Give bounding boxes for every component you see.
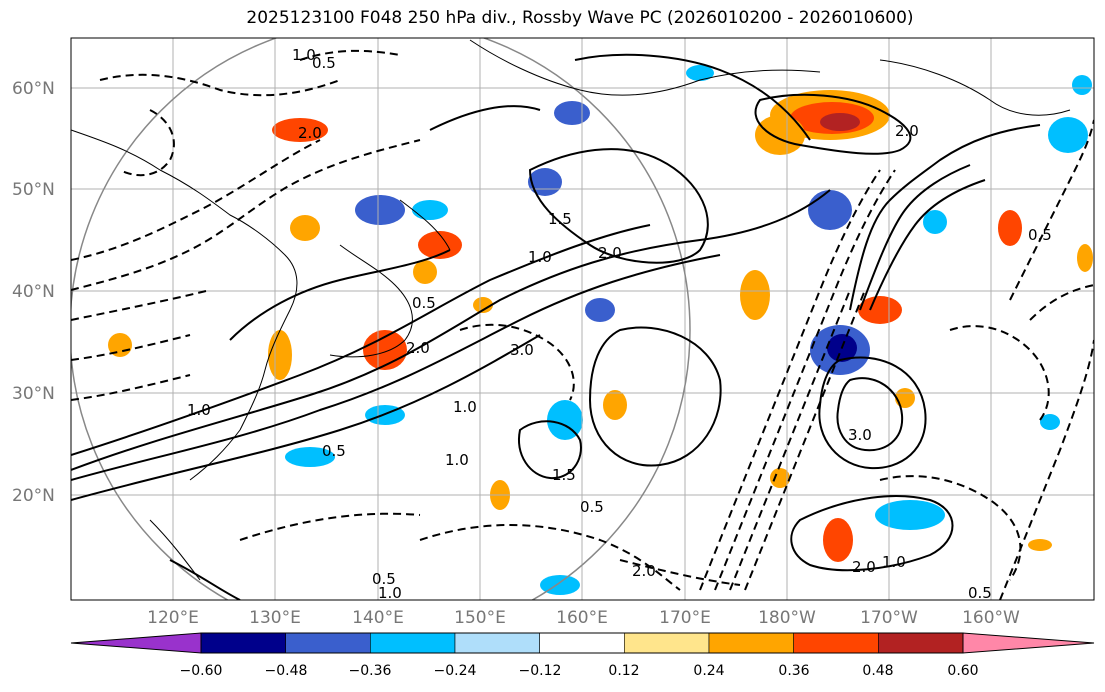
- solid-contours: [71, 53, 1041, 600]
- colorbar-segment: [370, 632, 456, 654]
- contour-label: 1.0: [292, 46, 316, 64]
- coastlines: [71, 39, 1071, 581]
- colorbar-segment: [793, 632, 879, 654]
- colorbar: −0.60 −0.48 −0.36 −0.24 −0.12 0.12 0.24 …: [70, 632, 1095, 679]
- longitude-labels: 120°E 130°E 140°E 150°E 160°E 170°E 180°…: [147, 608, 1020, 628]
- colorbar-segment: [200, 632, 286, 654]
- contour-label: 2.0: [852, 558, 876, 576]
- contour-label: 0.5: [322, 442, 346, 460]
- contour-label: 1.0: [528, 248, 552, 266]
- colorbar-tick: 0.24: [693, 663, 724, 679]
- contour-label: 3.0: [848, 426, 872, 444]
- contour-label: 2.0: [298, 124, 322, 142]
- region-circle: [71, 38, 691, 600]
- contour-label: 0.5: [412, 294, 436, 312]
- colorbar-tick: 0.12: [608, 663, 639, 679]
- latitude-labels: 60°N 50°N 40°N 30°N 20°N: [12, 79, 55, 506]
- lat-label: 30°N: [12, 384, 55, 404]
- contour-label: 0.5: [580, 498, 604, 516]
- contour-label: 0.5: [968, 584, 992, 602]
- lat-label: 60°N: [12, 79, 55, 99]
- contour-label: 1.0: [187, 401, 211, 419]
- colorbar-tick: −0.60: [180, 663, 223, 679]
- colorbar-tick: −0.48: [265, 663, 308, 679]
- colorbar-segment: [878, 632, 964, 654]
- colorbar-segment: [285, 632, 371, 654]
- contour-labels: 1.0 0.5 2.0 1.5 3.0 0.5 1.0 2.0 1.0 0.5 …: [187, 46, 1052, 602]
- lat-label: 20°N: [12, 486, 55, 506]
- colorbar-segment: [539, 632, 625, 654]
- map-frame: [70, 37, 1095, 601]
- map-gridlines: [71, 38, 1094, 600]
- map-title: 2025123100 F048 250 hPa div., Rossby Wav…: [246, 8, 914, 28]
- colorbar-frame: [200, 632, 964, 654]
- lon-label: 140°E: [352, 608, 404, 628]
- colorbar-ticks: −0.60 −0.48 −0.36 −0.24 −0.12 0.12 0.24 …: [180, 663, 979, 679]
- lon-label: 180°W: [758, 608, 816, 628]
- lat-label: 40°N: [12, 282, 55, 302]
- lat-label: 50°N: [12, 180, 55, 200]
- map-panel: 1.0 0.5 2.0 1.5 3.0 0.5 1.0 2.0 1.0 0.5 …: [71, 38, 1094, 602]
- colorbar-tick: 0.60: [947, 663, 978, 679]
- colorbar-min-arrow: [70, 632, 202, 654]
- contour-label: 2.0: [895, 122, 919, 140]
- contour-label: 0.5: [312, 54, 336, 72]
- colorbar-segment: [624, 632, 710, 654]
- contour-label: 2.0: [632, 562, 656, 580]
- colorbar-max-arrow: [962, 632, 1095, 654]
- contour-label: 3.0: [510, 341, 534, 359]
- contour-label: 2.0: [406, 339, 430, 357]
- colorbar-tick: −0.24: [434, 663, 477, 679]
- contour-label: 1.0: [445, 451, 469, 469]
- lon-label: 120°E: [147, 608, 199, 628]
- contour-label: 1.0: [453, 398, 477, 416]
- colorbar-segment: [708, 632, 794, 654]
- contour-label: 1.5: [552, 466, 576, 484]
- lon-label: 150°E: [454, 608, 506, 628]
- lon-label: 160°E: [556, 608, 608, 628]
- divergence-shading: [108, 65, 1093, 595]
- colorbar-segments: [200, 632, 964, 654]
- lon-label: 170°E: [659, 608, 711, 628]
- contour-label: 0.5: [372, 570, 396, 588]
- contour-label: 1.5: [548, 210, 572, 228]
- lon-label: 130°E: [249, 608, 301, 628]
- colorbar-tick: −0.36: [349, 663, 392, 679]
- lon-label: 160°W: [962, 608, 1020, 628]
- dashed-contours: [71, 49, 1094, 600]
- contour-label: 2.0: [598, 244, 622, 262]
- contour-label: 1.0: [882, 553, 906, 571]
- lon-label: 170°W: [860, 608, 918, 628]
- colorbar-segment: [454, 632, 540, 654]
- contour-label: 1.0: [378, 584, 402, 602]
- colorbar-tick: 0.48: [862, 663, 893, 679]
- colorbar-tick: −0.12: [519, 663, 562, 679]
- colorbar-tick: 0.36: [778, 663, 809, 679]
- contour-label: 0.5: [1028, 226, 1052, 244]
